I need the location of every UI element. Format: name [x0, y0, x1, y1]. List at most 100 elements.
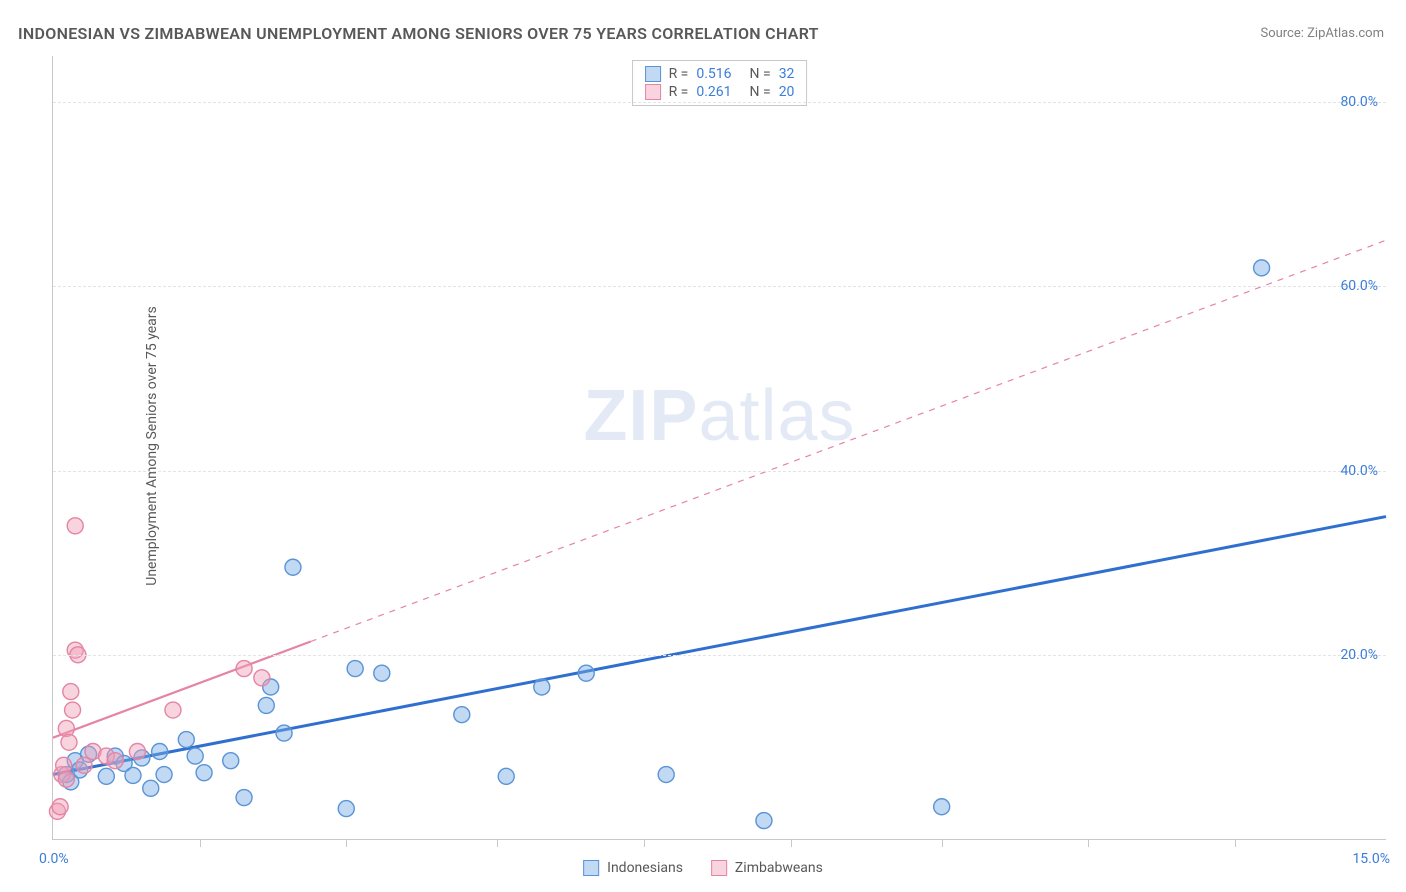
- legend-swatch: [645, 66, 661, 82]
- x-axis-tick: [942, 839, 943, 847]
- data-point: [107, 748, 123, 764]
- data-point: [107, 753, 123, 769]
- data-point: [347, 661, 363, 677]
- series-legend-item: Zimbabweans: [711, 860, 823, 876]
- data-point: [934, 799, 950, 815]
- data-point: [223, 753, 239, 769]
- data-point: [658, 767, 674, 783]
- data-point: [165, 702, 181, 718]
- data-point: [156, 767, 172, 783]
- data-point: [285, 559, 301, 575]
- data-point: [534, 679, 550, 695]
- data-point: [187, 748, 203, 764]
- data-point: [98, 768, 114, 784]
- data-point: [498, 768, 514, 784]
- data-point: [76, 757, 92, 773]
- data-point: [49, 803, 65, 819]
- y-axis-tick-label: 80.0%: [1340, 94, 1378, 110]
- legend-swatch: [645, 84, 661, 100]
- legend-swatch: [711, 860, 727, 876]
- y-axis-tick-label: 20.0%: [1340, 647, 1378, 663]
- regression-line: [53, 517, 1386, 775]
- legend-row: R = 0.261 N = 20: [645, 83, 795, 101]
- data-point: [65, 702, 81, 718]
- correlation-legend: R = 0.516 N = 32 R = 0.261 N = 20: [632, 60, 808, 106]
- watermark-bold: ZIP: [583, 376, 698, 456]
- data-point: [454, 707, 470, 723]
- source-attribution: Source: ZipAtlas.com: [1260, 26, 1384, 41]
- legend-r-value: 0.261: [696, 84, 731, 100]
- legend-swatch: [583, 860, 599, 876]
- data-point: [67, 753, 83, 769]
- y-axis-tick-label: 40.0%: [1340, 463, 1378, 479]
- gridline: [53, 471, 1386, 472]
- gridline: [53, 102, 1386, 103]
- legend-n-label: N =: [750, 66, 771, 82]
- data-point: [152, 743, 168, 759]
- data-point: [85, 743, 101, 759]
- legend-r-label: R =: [669, 66, 689, 82]
- x-axis-tick: [644, 839, 645, 847]
- x-axis-tick: [1088, 839, 1089, 847]
- series-name: Indonesians: [607, 860, 683, 876]
- legend-r-label: R =: [669, 84, 689, 100]
- data-point: [98, 748, 114, 764]
- watermark: ZIPatlas: [583, 375, 855, 457]
- series-name: Zimbabweans: [735, 860, 823, 876]
- data-point: [258, 697, 274, 713]
- data-point: [54, 767, 70, 783]
- data-point: [56, 757, 72, 773]
- data-point: [236, 790, 252, 806]
- x-axis-max-label: 15.0%: [1352, 851, 1390, 867]
- data-point: [125, 767, 141, 783]
- x-axis-tick: [1235, 839, 1236, 847]
- data-point: [58, 771, 74, 787]
- legend-row: R = 0.516 N = 32: [645, 65, 795, 83]
- data-point: [129, 743, 145, 759]
- data-point: [67, 642, 83, 658]
- data-point: [81, 746, 97, 762]
- data-point: [578, 665, 594, 681]
- data-point: [276, 725, 292, 741]
- chart-svg: [53, 56, 1386, 839]
- data-point: [263, 679, 279, 695]
- data-point: [72, 762, 88, 778]
- x-axis-min-label: 0.0%: [39, 851, 69, 867]
- gridline: [53, 655, 1386, 656]
- data-point: [116, 755, 132, 771]
- x-axis-tick: [497, 839, 498, 847]
- data-point: [58, 720, 74, 736]
- data-point: [756, 813, 772, 829]
- data-point: [1254, 260, 1270, 276]
- data-point: [134, 750, 150, 766]
- chart-title: INDONESIAN VS ZIMBABWEAN UNEMPLOYMENT AM…: [18, 24, 819, 43]
- data-point: [254, 670, 270, 686]
- x-axis-tick: [346, 839, 347, 847]
- data-point: [58, 767, 74, 783]
- data-point: [178, 732, 194, 748]
- series-legend: Indonesians Zimbabweans: [583, 860, 823, 876]
- y-axis-tick-label: 60.0%: [1340, 278, 1378, 294]
- data-point: [61, 734, 77, 750]
- x-axis-tick: [200, 839, 201, 847]
- chart-plot-area: ZIPatlas R =0.516N =32R =0.261N =20 0.0%…: [52, 56, 1386, 840]
- data-point: [63, 684, 79, 700]
- data-point: [52, 799, 68, 815]
- data-point: [374, 665, 390, 681]
- legend-r-value: 0.516: [696, 66, 731, 82]
- data-point: [236, 661, 252, 677]
- data-point: [143, 780, 159, 796]
- data-point: [196, 765, 212, 781]
- data-point: [67, 518, 83, 534]
- regression-line-solid: [53, 641, 311, 737]
- gridline: [53, 286, 1386, 287]
- legend-n-value: 20: [779, 84, 795, 100]
- regression-line-dashed: [311, 240, 1386, 641]
- legend-n-value: 32: [779, 66, 795, 82]
- legend-n-label: N =: [750, 84, 771, 100]
- data-point: [63, 774, 79, 790]
- series-legend-item: Indonesians: [583, 860, 683, 876]
- data-point: [338, 801, 354, 817]
- x-axis-tick: [791, 839, 792, 847]
- watermark-light: atlas: [698, 376, 855, 456]
